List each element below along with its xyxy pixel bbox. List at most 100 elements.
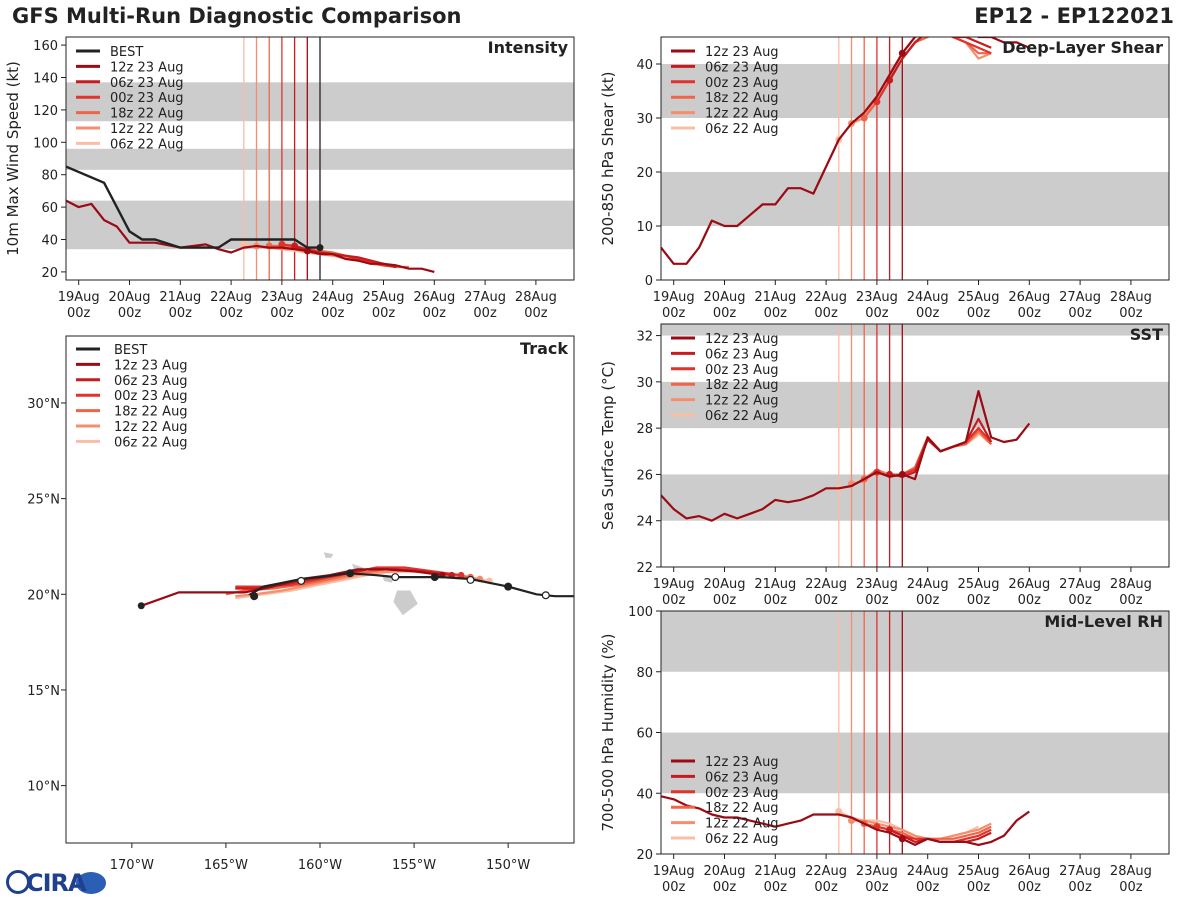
rh-xtick-label: 27Aug xyxy=(1059,864,1101,879)
intensity-init-marker-5 xyxy=(240,240,248,248)
track-legend-label: BEST xyxy=(114,343,147,358)
track-series-marker-2 xyxy=(457,571,465,579)
intensity-xtick-label-hour: 00z xyxy=(118,306,142,321)
intensity-xtick-label: 26Aug xyxy=(413,290,455,305)
sst-xtick-label: 20Aug xyxy=(704,577,746,592)
kauai xyxy=(323,552,334,558)
shear-xtick-label: 27Aug xyxy=(1059,290,1101,305)
sst-ytick-label: 32 xyxy=(636,330,653,345)
sst-xtick-label-hour: 00z xyxy=(814,593,838,608)
sst-ytick-label: 24 xyxy=(636,515,653,530)
shear-ytick-label: 0 xyxy=(645,274,653,289)
shear-xtick-label-hour: 00z xyxy=(713,306,737,321)
sst-band-2 xyxy=(661,324,1169,336)
track-xtick-label: 165°W xyxy=(204,858,248,873)
sst-xtick-label: 27Aug xyxy=(1059,577,1101,592)
rh-ytick-label: 60 xyxy=(636,727,653,742)
shear-init-marker-0 xyxy=(898,49,906,57)
shear-xtick-label: 25Aug xyxy=(958,290,1000,305)
rh-ylabel: 700-500 hPa Humidity (%) xyxy=(599,633,617,831)
sst-legend-label: 00z 23 Aug xyxy=(705,363,779,378)
intensity-title: Intensity xyxy=(488,38,569,57)
rh-legend-label: 18z 22 Aug xyxy=(705,801,779,816)
intensity-ytick-label: 60 xyxy=(41,201,58,216)
shear-xtick-label-hour: 00z xyxy=(865,306,889,321)
intensity-xtick-label: 20Aug xyxy=(109,290,151,305)
track-best-marker xyxy=(250,592,259,601)
storm-id: EP12 - EP122021 xyxy=(974,4,1174,28)
shear-xtick-label-hour: 00z xyxy=(1068,306,1092,321)
rh-legend-label: 12z 23 Aug xyxy=(705,755,779,770)
intensity-panel xyxy=(61,36,575,285)
shear-legend-label: 12z 23 Aug xyxy=(705,45,779,60)
rh-legend-label: 06z 23 Aug xyxy=(705,770,779,785)
rh-xtick-label-hour: 00z xyxy=(814,880,838,895)
intensity-series-0 xyxy=(66,199,435,273)
shear-legend-label: 18z 22 Aug xyxy=(705,91,779,106)
shear-ytick-label: 30 xyxy=(636,112,653,127)
sst-title: SST xyxy=(1130,325,1163,344)
intensity-legend-label: 06z 23 Aug xyxy=(110,76,184,91)
intensity-xtick-label-hour: 00z xyxy=(219,306,243,321)
track-title: Track xyxy=(520,339,568,358)
shear-series-1 xyxy=(888,37,992,81)
rh-ytick-label: 20 xyxy=(636,848,653,863)
shear-xtick-label-hour: 00z xyxy=(662,306,686,321)
intensity-xtick-label-hour: 00z xyxy=(270,306,294,321)
rh-xtick-label-hour: 00z xyxy=(713,880,737,895)
shear-init-marker-3 xyxy=(860,114,868,122)
shear-xtick-label: 19Aug xyxy=(653,290,695,305)
sst-ylabel: Sea Surface Temp (°C) xyxy=(599,361,617,530)
shear-xtick-label-hour: 00z xyxy=(1018,306,1042,321)
shear-xtick-label: 28Aug xyxy=(1110,290,1152,305)
cira-logo-text: CIRA xyxy=(26,869,87,897)
intensity-xtick-label-hour: 00z xyxy=(423,306,447,321)
rh-xtick-label: 20Aug xyxy=(704,864,746,879)
shear-xtick-label: 20Aug xyxy=(704,290,746,305)
track-best-marker xyxy=(504,582,513,591)
rh-xtick-label: 21Aug xyxy=(754,864,796,879)
intensity-init-marker-2 xyxy=(278,240,286,248)
shear-ytick-label: 20 xyxy=(636,166,653,181)
intensity-xtick-label: 28Aug xyxy=(515,290,557,305)
intensity-xtick-label-hour: 00z xyxy=(169,306,193,321)
intensity-xtick-label: 23Aug xyxy=(261,290,303,305)
intensity-best-marker xyxy=(316,244,324,252)
track-legend-label: 12z 22 Aug xyxy=(114,420,188,435)
cira-logo-icon xyxy=(6,870,30,894)
rh-xtick-label-hour: 00z xyxy=(1119,880,1143,895)
rh-xtick-label-hour: 00z xyxy=(916,880,940,895)
shear-xtick-label: 22Aug xyxy=(805,290,847,305)
sst-panel xyxy=(656,323,1170,572)
intensity-xtick-label: 24Aug xyxy=(312,290,354,305)
track-end-marker xyxy=(137,602,145,610)
shear-legend-label: 12z 22 Aug xyxy=(705,107,779,122)
rh-xtick-label: 22Aug xyxy=(805,864,847,879)
sst-ytick-label: 30 xyxy=(636,376,653,391)
track-best-marker xyxy=(466,575,475,584)
rh-init-marker-0 xyxy=(898,835,906,843)
shear-xtick-label-hour: 00z xyxy=(764,306,788,321)
intensity-ytick-label: 100 xyxy=(33,136,58,151)
intensity-best-line xyxy=(66,165,320,249)
sst-xtick-label: 23Aug xyxy=(856,577,898,592)
intensity-xtick-label: 27Aug xyxy=(464,290,506,305)
intensity-xtick-label-hour: 00z xyxy=(67,306,91,321)
track-ytick-label: 25°N xyxy=(27,493,60,508)
shear-ylabel: 200-850 hPa Shear (kt) xyxy=(599,72,617,246)
sst-ytick-label: 28 xyxy=(636,422,653,437)
intensity-legend-label: 18z 22 Aug xyxy=(110,107,184,122)
intensity-ytick-label: 120 xyxy=(33,104,58,119)
hawaii-big-island xyxy=(393,590,418,616)
sst-xtick-label-hour: 00z xyxy=(662,593,686,608)
rh-xtick-label: 28Aug xyxy=(1110,864,1152,879)
intensity-legend-label: 00z 23 Aug xyxy=(110,91,184,106)
intensity-init-marker-0 xyxy=(303,247,311,255)
sst-xtick-label-hour: 00z xyxy=(764,593,788,608)
track-xtick-label: 170°W xyxy=(110,858,154,873)
sst-init-marker-0 xyxy=(898,470,906,478)
shear-band-1 xyxy=(661,64,1169,118)
track-xtick-label: 160°W xyxy=(298,858,342,873)
sst-legend-label: 06z 22 Aug xyxy=(705,409,779,424)
